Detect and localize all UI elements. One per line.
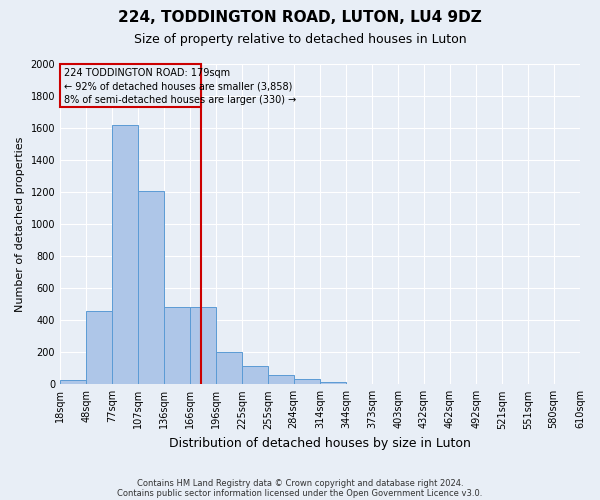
- Bar: [86, 310, 112, 384]
- X-axis label: Distribution of detached houses by size in Luton: Distribution of detached houses by size …: [169, 437, 471, 450]
- Text: 8% of semi-detached houses are larger (330) →: 8% of semi-detached houses are larger (3…: [64, 94, 296, 104]
- Bar: [217, 352, 242, 384]
- Bar: [138, 190, 164, 384]
- Text: Contains HM Land Registry data © Crown copyright and database right 2024.: Contains HM Land Registry data © Crown c…: [137, 478, 463, 488]
- Bar: [293, 378, 320, 384]
- Text: Size of property relative to detached houses in Luton: Size of property relative to detached ho…: [134, 32, 466, 46]
- Y-axis label: Number of detached properties: Number of detached properties: [15, 136, 25, 312]
- Bar: [320, 382, 346, 384]
- Bar: [242, 366, 268, 384]
- Text: ← 92% of detached houses are smaller (3,858): ← 92% of detached houses are smaller (3,…: [64, 81, 292, 91]
- Text: 224, TODDINGTON ROAD, LUTON, LU4 9DZ: 224, TODDINGTON ROAD, LUTON, LU4 9DZ: [118, 10, 482, 25]
- Bar: [268, 376, 293, 384]
- Bar: [190, 308, 217, 384]
- Text: Contains public sector information licensed under the Open Government Licence v3: Contains public sector information licen…: [118, 488, 482, 498]
- Text: 224 TODDINGTON ROAD: 179sqm: 224 TODDINGTON ROAD: 179sqm: [64, 68, 230, 78]
- Bar: [60, 380, 86, 384]
- Bar: [112, 125, 138, 384]
- Bar: [164, 308, 190, 384]
- Bar: [60, 64, 202, 107]
